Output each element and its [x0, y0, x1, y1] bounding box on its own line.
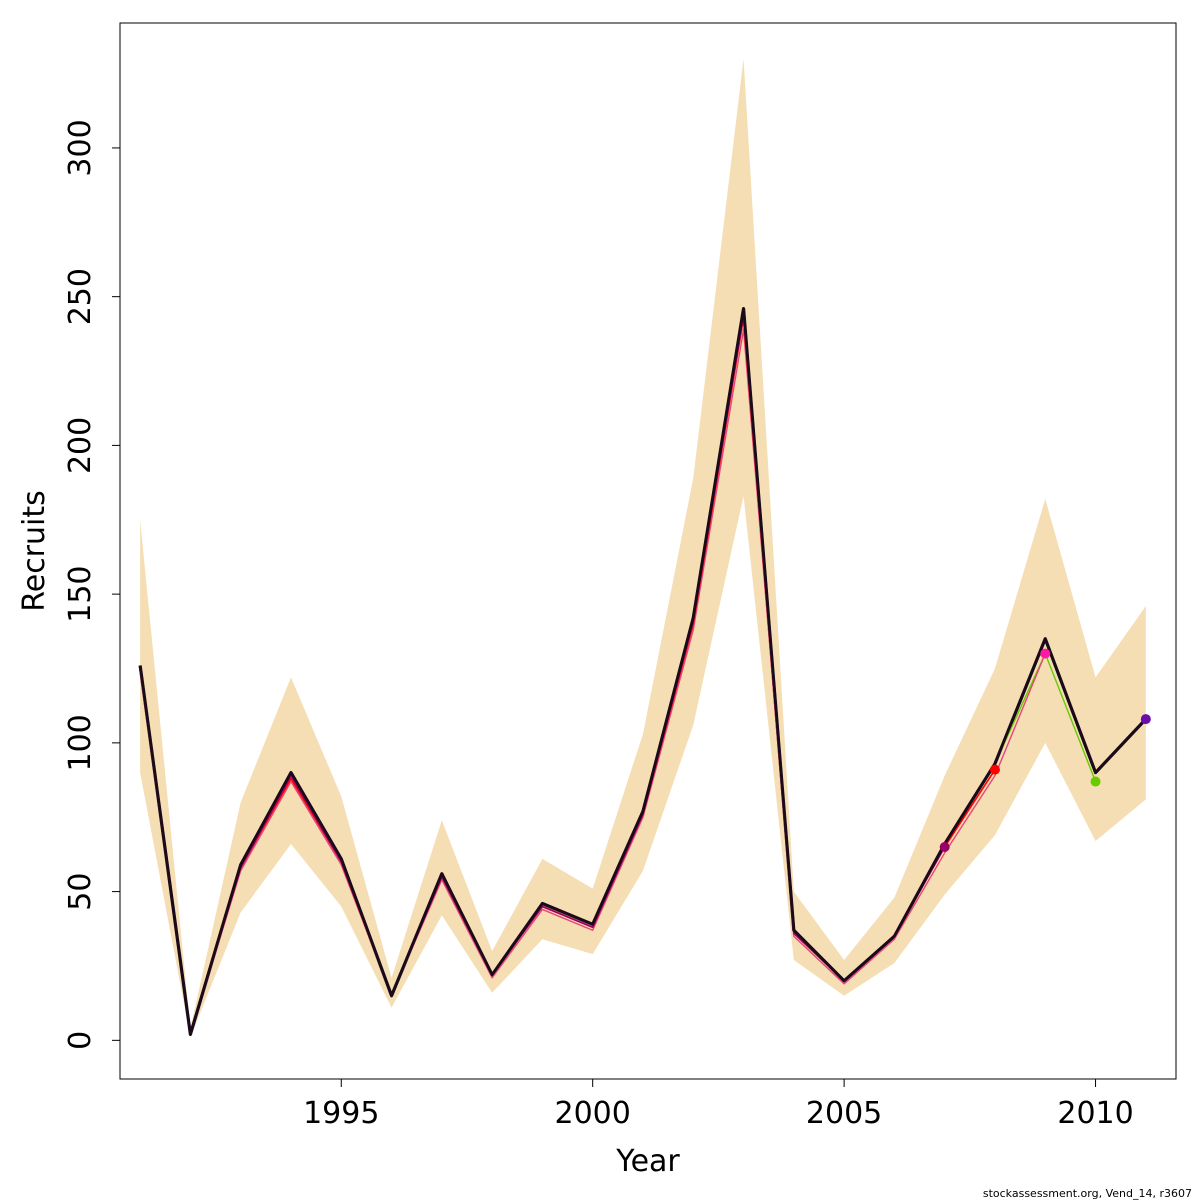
series-line-2 — [139, 328, 1046, 1036]
series-endpoint-2009 — [1040, 648, 1051, 659]
series-endpoint-2007 — [939, 841, 950, 852]
x-axis: 1995 2000 2005 2010 — [303, 1078, 1134, 1131]
y-tick-label-150: 150 — [63, 565, 98, 622]
series-endpoint-2011 — [1140, 714, 1151, 725]
series-line-5 — [138, 307, 1147, 1036]
y-tick-label-100: 100 — [63, 714, 98, 771]
y-axis-title: Recruits — [17, 490, 52, 612]
x-tick-label-2005: 2005 — [806, 1096, 882, 1131]
marker-layer — [939, 648, 1151, 852]
y-tick-label-300: 300 — [63, 119, 98, 176]
series-line-4 — [139, 313, 946, 1036]
footnote: stockassessment.org, Vend_14, r3607 — [983, 1187, 1192, 1200]
y-axis: 0 50 100 150 200 250 300 — [63, 119, 121, 1050]
x-tick-label-2010: 2010 — [1057, 1096, 1133, 1131]
y-tick-label-50: 50 — [63, 873, 98, 911]
y-tick-label-0: 0 — [63, 1031, 98, 1050]
confidence-band — [140, 58, 1146, 1038]
y-tick-label-200: 200 — [63, 417, 98, 474]
confidence-band-layer — [140, 58, 1146, 1038]
series-endpoint-2008 — [989, 764, 1000, 775]
series-endpoint-2010 — [1090, 776, 1101, 787]
series-layer — [138, 306, 1147, 1036]
series-line-1 — [139, 307, 1097, 1036]
y-tick-label-250: 250 — [63, 268, 98, 325]
x-tick-label-2000: 2000 — [555, 1096, 631, 1131]
x-axis-title: Year — [615, 1144, 680, 1179]
plot-frame — [119, 22, 1177, 1080]
x-tick-label-1995: 1995 — [303, 1096, 379, 1131]
